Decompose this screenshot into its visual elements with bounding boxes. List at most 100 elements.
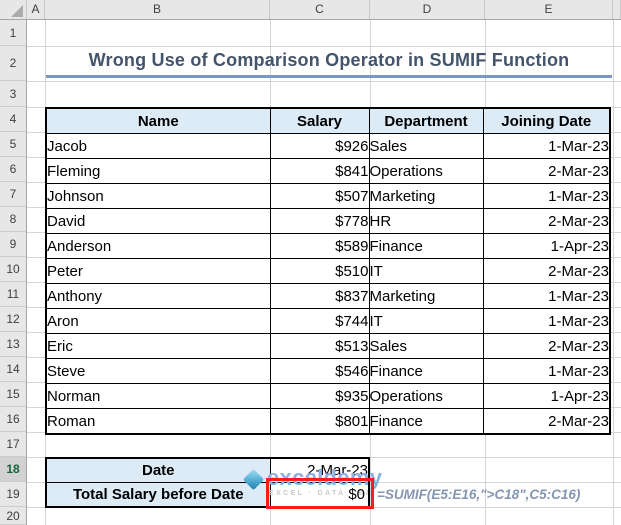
cell-joining_date[interactable]: 1-Mar-23 bbox=[482, 308, 611, 334]
exceldemy-logo-icon bbox=[242, 468, 265, 491]
highlight-red-box bbox=[266, 478, 374, 509]
cell-joining_date[interactable]: 2-Mar-23 bbox=[482, 158, 611, 184]
select-all-triangle-icon bbox=[11, 5, 23, 17]
cell-department[interactable]: Operations bbox=[368, 383, 484, 409]
cell-name[interactable]: David bbox=[45, 208, 271, 234]
row-header-13[interactable]: 13 bbox=[0, 332, 26, 357]
cell-department[interactable]: IT bbox=[368, 308, 484, 334]
cell-department[interactable]: Finance bbox=[368, 233, 484, 259]
cell-salary[interactable]: $513 bbox=[269, 333, 370, 359]
table-header-row: Name Salary Department Joining Date bbox=[45, 107, 611, 134]
cell-department[interactable]: Sales bbox=[368, 333, 484, 359]
cell-joining_date[interactable]: 2-Mar-23 bbox=[482, 333, 611, 359]
header-joining-date[interactable]: Joining Date bbox=[482, 107, 611, 134]
cell-salary[interactable]: $744 bbox=[269, 308, 370, 334]
total-value-cell[interactable] bbox=[269, 482, 370, 508]
column-header-E[interactable]: E bbox=[485, 0, 613, 19]
row-header-8[interactable]: 8 bbox=[0, 207, 26, 232]
total-salary-value[interactable]: $0 bbox=[348, 486, 365, 503]
cell-department[interactable]: HR bbox=[368, 208, 484, 234]
cell-salary[interactable]: $926 bbox=[269, 133, 370, 159]
row-header-15[interactable]: 15 bbox=[0, 382, 26, 407]
cell-salary[interactable]: $546 bbox=[269, 358, 370, 384]
cell-department[interactable]: Finance bbox=[368, 408, 484, 435]
cell-joining_date[interactable]: 2-Mar-23 bbox=[482, 208, 611, 234]
row-header-19[interactable]: 19 bbox=[0, 482, 26, 507]
header-department[interactable]: Department bbox=[368, 107, 484, 134]
summary-block: Date 2-Mar-23 Total Salary before Date bbox=[45, 457, 370, 508]
salary-table: Name Salary Department Joining Date Jaco… bbox=[45, 107, 611, 435]
cell-salary[interactable]: $589 bbox=[269, 233, 370, 259]
column-header-B[interactable]: B bbox=[45, 0, 270, 19]
cell-joining_date[interactable]: 1-Mar-23 bbox=[482, 183, 611, 209]
row-header-gutter: 1 2 3 4 5 6 7 8 9 10 11 12 13 14 15 16 17 18 19 20 bbox=[0, 20, 27, 525]
total-label-cell[interactable]: Total Salary before Date bbox=[45, 482, 271, 508]
row-header-6[interactable]: 6 bbox=[0, 157, 26, 182]
header-name[interactable]: Name bbox=[45, 107, 271, 134]
cell-joining_date[interactable]: 1-Mar-23 bbox=[482, 358, 611, 384]
cell-name[interactable]: Johnson bbox=[45, 183, 271, 209]
cell-department[interactable]: Operations bbox=[368, 158, 484, 184]
select-all-button[interactable] bbox=[0, 0, 27, 19]
cell-name[interactable]: Norman bbox=[45, 383, 271, 409]
table-row: Fleming $841 Operations 2-Mar-23 bbox=[45, 158, 611, 184]
cell-name[interactable]: Fleming bbox=[45, 158, 271, 184]
cell-salary[interactable]: $801 bbox=[269, 408, 370, 435]
cell-salary[interactable]: $935 bbox=[269, 383, 370, 409]
sheet-title[interactable]: Wrong Use of Comparison Operator in SUMI… bbox=[88, 50, 570, 70]
cell-name[interactable]: Eric bbox=[45, 333, 271, 359]
row-header-5[interactable]: 5 bbox=[0, 132, 26, 157]
watermark: exceldemy EXCEL · DATA · BI bbox=[242, 467, 382, 497]
cell-joining_date[interactable]: 1-Mar-23 bbox=[482, 133, 611, 159]
cell-department[interactable]: Sales bbox=[368, 133, 484, 159]
cell-name[interactable]: Roman bbox=[45, 408, 271, 435]
cell-salary[interactable]: $837 bbox=[269, 283, 370, 309]
column-header-D[interactable]: D bbox=[370, 0, 485, 19]
table-row: Johnson $507 Marketing 1-Mar-23 bbox=[45, 183, 611, 209]
row-header-3[interactable]: 3 bbox=[0, 81, 26, 107]
row-header-14[interactable]: 14 bbox=[0, 357, 26, 382]
cell-name[interactable]: Aron bbox=[45, 308, 271, 334]
column-header-A[interactable]: A bbox=[27, 0, 45, 19]
row-header-7[interactable]: 7 bbox=[0, 182, 26, 207]
cell-joining_date[interactable]: 2-Mar-23 bbox=[482, 258, 611, 284]
row-header-2[interactable]: 2 bbox=[0, 46, 26, 81]
cell-joining_date[interactable]: 2-Mar-23 bbox=[482, 408, 611, 435]
column-header-C[interactable]: C bbox=[270, 0, 370, 19]
cell-salary[interactable]: $507 bbox=[269, 183, 370, 209]
table-row: Anthony $837 Marketing 1-Mar-23 bbox=[45, 283, 611, 309]
table-row: Steve $546 Finance 1-Mar-23 bbox=[45, 358, 611, 384]
row-header-10[interactable]: 10 bbox=[0, 257, 26, 282]
cell-department[interactable]: Finance bbox=[368, 358, 484, 384]
table-row: Peter $510 IT 2-Mar-23 bbox=[45, 258, 611, 284]
cell-name[interactable]: Jacob bbox=[45, 133, 271, 159]
row-header-9[interactable]: 9 bbox=[0, 232, 26, 257]
date-label-cell[interactable]: Date bbox=[45, 457, 271, 483]
header-salary[interactable]: Salary bbox=[269, 107, 370, 134]
row-header-18[interactable]: 18 bbox=[0, 457, 26, 482]
row-header-12[interactable]: 12 bbox=[0, 307, 26, 332]
cell-department[interactable]: Marketing bbox=[368, 283, 484, 309]
cell-salary[interactable]: $510 bbox=[269, 258, 370, 284]
cell-joining_date[interactable]: 1-Apr-23 bbox=[482, 383, 611, 409]
cell-department[interactable]: IT bbox=[368, 258, 484, 284]
row-header-4[interactable]: 4 bbox=[0, 107, 26, 132]
row-header-20[interactable]: 20 bbox=[0, 507, 26, 525]
cell-department[interactable]: Marketing bbox=[368, 183, 484, 209]
cell-salary[interactable]: $778 bbox=[269, 208, 370, 234]
cell-name[interactable]: Peter bbox=[45, 258, 271, 284]
row-header-16[interactable]: 16 bbox=[0, 407, 26, 432]
gridline bbox=[27, 81, 621, 82]
cell-name[interactable]: Anderson bbox=[45, 233, 271, 259]
cell-name[interactable]: Steve bbox=[45, 358, 271, 384]
row-header-17[interactable]: 17 bbox=[0, 432, 26, 457]
row-header-1[interactable]: 1 bbox=[0, 20, 26, 46]
cell-joining_date[interactable]: 1-Mar-23 bbox=[482, 283, 611, 309]
row-header-11[interactable]: 11 bbox=[0, 282, 26, 307]
column-header-f[interactable] bbox=[613, 0, 621, 19]
cell-salary[interactable]: $841 bbox=[269, 158, 370, 184]
title-underline bbox=[46, 75, 612, 78]
cell-joining_date[interactable]: 1-Apr-23 bbox=[482, 233, 611, 259]
cell-name[interactable]: Anthony bbox=[45, 283, 271, 309]
